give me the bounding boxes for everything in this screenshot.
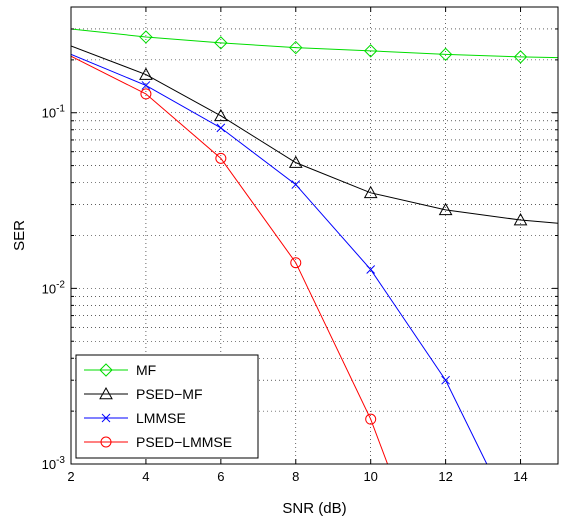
legend-item-mf-marker <box>99 363 113 377</box>
series-psed-mf-marker <box>363 185 378 199</box>
series-lmmse-marker <box>441 375 450 385</box>
series-mf-marker <box>214 36 228 50</box>
y-tick-base: 10 <box>42 281 56 296</box>
legend-item-lmmse: LMMSE <box>84 410 186 426</box>
x-tick-label: 8 <box>292 469 299 484</box>
series-psed-mf <box>71 45 558 226</box>
series-psed-mf-marker <box>288 155 303 168</box>
series-psed-lmmse-marker <box>290 257 302 269</box>
legend: MF PSED−MF LMMSE PSED−LMMSE <box>75 354 259 459</box>
series-mf-marker <box>289 40 303 55</box>
series-lmmse-marker <box>216 123 226 133</box>
legend-item-psed-mf-label: PSED−MF <box>136 386 203 402</box>
y-tick-base: 10 <box>42 457 56 472</box>
legend-item-psed-lmmse-label: PSED−LMMSE <box>136 434 232 450</box>
series-psed-lmmse-line <box>71 55 389 464</box>
legend-item-mf-label: MF <box>136 362 156 378</box>
legend-item-psed-lmmse: PSED−LMMSE <box>84 434 232 450</box>
series-lmmse-marker-stroke <box>291 180 301 189</box>
y-tick-base: 10 <box>42 106 56 121</box>
legend-item-psed-mf: PSED−MF <box>84 386 203 402</box>
series-mf-marker <box>513 50 528 64</box>
series-psed-lmmse <box>71 55 389 464</box>
series-lmmse-marker-stroke <box>441 375 450 385</box>
series-lmmse-marker <box>291 180 301 189</box>
x-axis-label: SNR (dB) <box>282 500 346 517</box>
x-tick-label: 12 <box>438 469 452 484</box>
series-psed-mf-line <box>71 45 558 224</box>
series-psed-mf-marker <box>438 202 453 216</box>
series-psed-mf-marker <box>213 108 228 122</box>
y-tick-label: 10-3 <box>42 455 66 472</box>
series-lmmse-marker <box>141 81 151 90</box>
y-tick-label: 10-1 <box>42 104 66 121</box>
x-tick-label: 6 <box>217 469 224 484</box>
legend-item-mf: MF <box>84 362 156 378</box>
legend-box <box>75 354 259 459</box>
series-lmmse <box>71 53 488 464</box>
legend-item-psed-mf-marker <box>99 386 113 400</box>
series-psed-lmmse-marker <box>365 413 377 425</box>
legend-item-lmmse-marker-stroke <box>101 413 111 423</box>
series-psed-mf-marker <box>139 67 153 80</box>
series-layer <box>71 28 558 464</box>
legend-item-lmmse-marker <box>101 413 111 423</box>
series-lmmse-marker <box>366 265 376 274</box>
series-psed-lmmse-marker <box>140 88 152 100</box>
series-mf-line <box>71 28 558 59</box>
y-tick-exponent: -3 <box>56 455 65 466</box>
series-mf-marker <box>363 44 378 58</box>
series-lmmse-marker-stroke <box>141 81 151 90</box>
y-tick-exponent: -1 <box>56 104 65 115</box>
y-axis-label: SER <box>11 220 28 251</box>
grid <box>71 7 558 464</box>
y-tick-exponent: -2 <box>56 279 65 290</box>
legend-item-psed-lmmse-marker <box>100 436 112 448</box>
ticks <box>70 6 558 465</box>
x-tick-label: 2 <box>67 469 74 484</box>
x-tick-label: 10 <box>363 469 377 484</box>
x-tick-label: 14 <box>513 469 527 484</box>
series-mf-marker <box>438 47 453 62</box>
series-lmmse-marker-stroke <box>216 123 226 133</box>
x-tick-label: 4 <box>142 469 149 484</box>
series-mf <box>71 28 558 64</box>
series-psed-mf-marker <box>513 212 528 226</box>
legend-item-lmmse-label: LMMSE <box>136 410 186 426</box>
series-psed-lmmse-marker <box>215 152 227 164</box>
y-tick-label: 10-2 <box>42 279 66 296</box>
series-mf-marker <box>139 30 153 44</box>
series-lmmse-marker-stroke <box>366 265 376 274</box>
